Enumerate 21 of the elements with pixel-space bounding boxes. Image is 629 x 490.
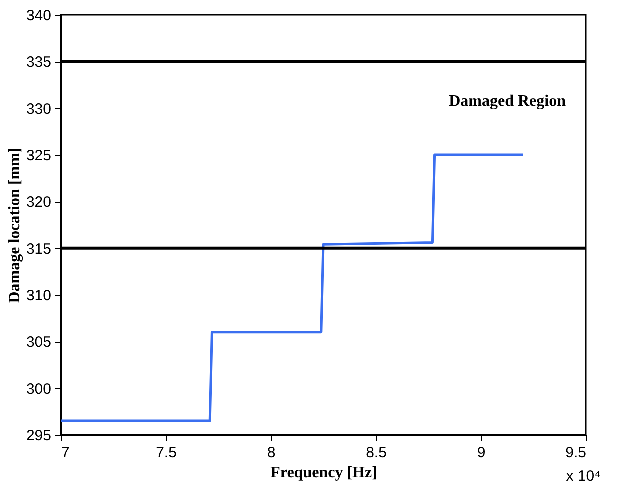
y-tick-label: 320 xyxy=(26,194,52,212)
x-tick-label: 9.5 xyxy=(566,444,586,462)
y-tick-label: 295 xyxy=(26,428,52,444)
y-tick-label: 330 xyxy=(26,100,52,118)
line-series xyxy=(61,154,524,422)
x-tick-label: 7 xyxy=(62,444,70,462)
x-tick-label: 8 xyxy=(267,444,276,462)
x-tick-label: 8.5 xyxy=(366,444,387,462)
y-tick-label: 310 xyxy=(26,288,52,304)
y-tick-label: 300 xyxy=(26,380,52,398)
y-tick-label: 325 xyxy=(26,148,52,164)
x-tick-label: 7.5 xyxy=(156,444,177,462)
x-axis-title: Frequency [Hz] xyxy=(270,464,378,482)
y-tick-label: 305 xyxy=(26,334,52,352)
y-tick-label: 340 xyxy=(26,8,52,24)
y-tick-label: 315 xyxy=(26,240,52,258)
text: x 10⁴ xyxy=(566,468,601,485)
annotation: Damaged Region xyxy=(449,93,566,110)
x-tick-label: 9 xyxy=(477,444,486,462)
y-axis-title: Damage location [mm] xyxy=(6,148,24,304)
y-tick-label: 335 xyxy=(26,54,52,72)
